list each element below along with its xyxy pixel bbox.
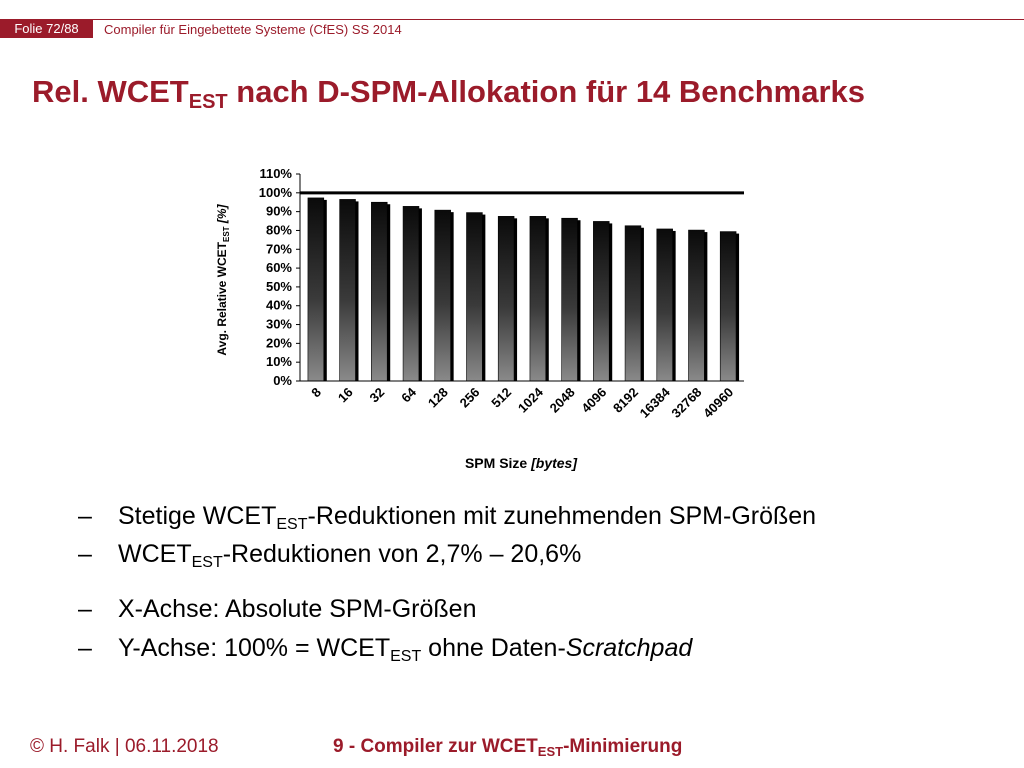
bullet-text-rest: ohne Daten- <box>421 634 566 662</box>
bar-64 <box>402 206 420 382</box>
x-tick-label: 32768 <box>668 385 704 421</box>
bullet-text-rest: -Reduktionen von 2,7% – 20,6% <box>222 540 582 568</box>
x-axis-label-main: SPM Size <box>465 455 531 471</box>
x-tick-label: 16384 <box>637 384 674 421</box>
y-tick-label: 0% <box>273 373 292 388</box>
bullet-item: – Y-Achse: 100% = WCETEST ohne Daten-Scra… <box>78 632 692 673</box>
bullet-item: – WCETEST-Reduktionen von 2,7% – 20,6% <box>78 538 581 579</box>
y-tick-label: 50% <box>266 279 292 294</box>
x-tick-label: 512 <box>488 385 514 411</box>
y-tick-label: 30% <box>266 317 292 332</box>
x-tick-label: 1024 <box>515 384 547 416</box>
y-tick-label: 100% <box>259 185 293 200</box>
footer-chapter-rest: -Minimierung <box>563 736 683 757</box>
x-tick-label: 256 <box>457 385 483 411</box>
y-tick-label: 20% <box>266 335 292 350</box>
course-title: Compiler für Eingebettete Systeme (CfES)… <box>104 22 402 37</box>
bar-32 <box>371 201 388 382</box>
bar-256 <box>466 212 483 382</box>
title-rest: nach D-SPM-Allokation für 14 Benchmarks <box>227 74 866 109</box>
y-tick-label: 90% <box>266 204 292 219</box>
bullet-text-rest: -Reduktionen mit zunehmenden SPM-Größen <box>307 502 817 530</box>
y-axis-label-main: Avg. Relative WCET <box>215 241 229 355</box>
bullet-subscript: EST <box>276 516 308 533</box>
y-axis-label: Avg. Relative WCETEST [%] <box>215 203 231 355</box>
y-tick-label: 110% <box>259 166 292 181</box>
bar-16 <box>339 199 356 382</box>
bar-512 <box>497 216 515 382</box>
bar-40960 <box>719 231 737 382</box>
slide-number: Folie 72/88 <box>0 19 93 38</box>
y-tick-label: 70% <box>266 241 292 256</box>
bullet-item: – X-Achse: Absolute SPM-Größen <box>78 593 476 625</box>
y-tick-label: 80% <box>266 222 292 237</box>
slide-header: Folie 72/88 Compiler für Eingebettete Sy… <box>0 0 1024 44</box>
x-tick-label: 4096 <box>578 385 609 416</box>
footer-chapter-subscript: EST <box>537 744 564 759</box>
x-axis-label-unit: [bytes] <box>530 455 578 471</box>
y-axis-label-unit: [%] <box>215 203 229 226</box>
bar-2048 <box>561 217 578 382</box>
bullet-subscript: EST <box>390 648 422 665</box>
title-subscript: EST <box>188 91 228 113</box>
bar-4096 <box>593 221 610 382</box>
bullet-dash: – <box>78 634 92 662</box>
bar-8 <box>307 197 325 382</box>
bullet-dash: – <box>78 595 92 623</box>
bullet-dash: – <box>78 502 92 530</box>
bar-128 <box>434 209 451 382</box>
bar-1024 <box>529 216 547 382</box>
footer-author-date: © H. Falk | 06.11.2018 <box>30 736 219 757</box>
bar-32768 <box>688 229 705 382</box>
bullet-text: WCET <box>118 540 192 568</box>
x-tick-label: 2048 <box>547 385 578 416</box>
y-tick-label: 40% <box>266 298 292 313</box>
bar-16384 <box>656 228 673 382</box>
bullet-text: X-Achse: Absolute SPM-Größen <box>118 595 477 623</box>
x-axis-label: SPM Size [bytes] <box>465 455 578 471</box>
bar-8192 <box>624 225 642 382</box>
slide-title: Rel. WCETEST nach D-SPM-Allokation für 1… <box>32 74 865 114</box>
bullet-text: Y-Achse: 100% = WCET <box>118 634 391 662</box>
footer-chapter-text: 9 - Compiler zur WCET <box>333 736 538 757</box>
x-tick-label: 8 <box>308 385 324 401</box>
bullet-dash: – <box>78 540 92 568</box>
x-tick-label: 40960 <box>700 385 736 421</box>
y-tick-label: 60% <box>266 260 292 275</box>
bullet-item: – Stetige WCETEST-Reduktionen mit zunehme… <box>78 500 816 541</box>
header-divider <box>93 19 1024 20</box>
x-tick-label: 32 <box>367 385 388 406</box>
bullet-text: Stetige WCET <box>118 502 277 530</box>
x-tick-label: 128 <box>425 385 451 411</box>
x-tick-label: 64 <box>398 384 419 405</box>
bullet-italic: Scratchpad <box>565 634 693 662</box>
footer-chapter: 9 - Compiler zur WCETEST-Minimierung <box>333 736 682 759</box>
y-axis-label-subscript: EST <box>222 226 231 242</box>
bullet-subscript: EST <box>191 554 223 571</box>
title-main: Rel. WCET <box>32 74 189 109</box>
y-tick-label: 10% <box>266 354 292 369</box>
x-tick-label: 16 <box>335 385 356 406</box>
